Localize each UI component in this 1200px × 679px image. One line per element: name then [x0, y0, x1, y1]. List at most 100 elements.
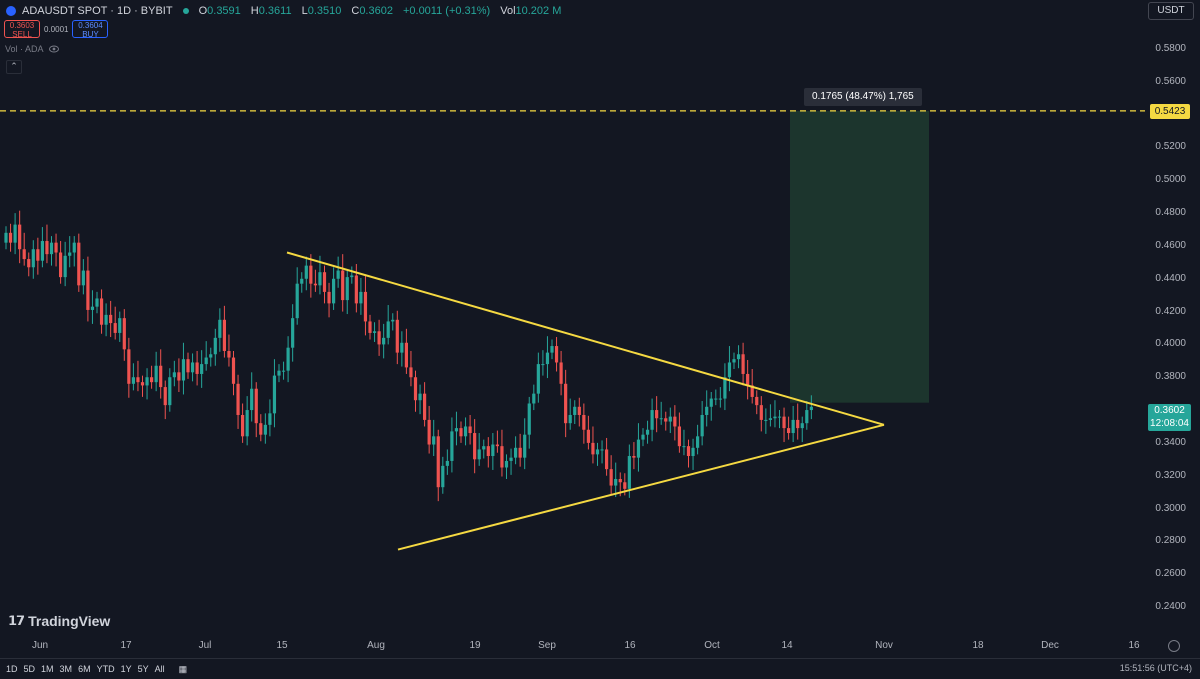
candle-body — [363, 291, 368, 322]
candle-body — [168, 377, 172, 406]
buy-button[interactable]: 0.3604 BUY — [72, 20, 109, 38]
range-all[interactable]: All — [154, 664, 165, 674]
bearish-candle — [554, 337, 559, 372]
eye-icon[interactable] — [48, 45, 59, 53]
candle-body — [218, 319, 222, 338]
range-1d[interactable]: 1D — [6, 664, 18, 674]
tradingview-logo[interactable]: 𝟭𝟳 TradingView — [8, 613, 110, 629]
bearish-candle — [195, 350, 199, 386]
candle-body — [682, 446, 686, 448]
bearish-candle — [140, 375, 145, 397]
bullish-candle — [764, 408, 768, 434]
bullish-candle — [691, 438, 695, 470]
sell-button[interactable]: 0.3603 SELL — [4, 20, 40, 38]
clock[interactable]: 15:51:56 (UTC+4) — [1119, 663, 1192, 673]
bullish-candle — [118, 311, 122, 342]
bearish-candle — [459, 421, 463, 443]
candle-body — [386, 321, 390, 338]
price-chart[interactable] — [0, 0, 1145, 635]
bullish-candle — [4, 226, 8, 250]
candle-body — [413, 377, 418, 401]
candle-body — [787, 428, 791, 434]
bearish-candle — [564, 369, 568, 438]
candle-body — [22, 249, 26, 260]
candle-body — [145, 377, 149, 386]
candle-body — [545, 352, 550, 365]
candle-body — [573, 406, 577, 415]
cardano-logo-icon — [6, 6, 16, 16]
bullish-candle — [541, 350, 545, 376]
range-1y[interactable]: 1Y — [120, 664, 132, 674]
volume-indicator-legend[interactable]: Vol · ADA — [5, 44, 59, 54]
bearish-candle — [609, 455, 613, 495]
bullish-candle — [250, 372, 254, 422]
candle-body — [514, 447, 518, 458]
candle-body — [650, 410, 654, 430]
candle-body — [163, 387, 167, 406]
candle-body — [131, 377, 135, 384]
bearish-candle — [236, 374, 240, 429]
bullish-candle — [491, 433, 495, 470]
candle-body — [86, 270, 90, 310]
time-axis[interactable]: Jun 17 Jul 15 Aug 19 Sep 16 Oct 14 Nov 18 Dec 16 — [0, 635, 1145, 655]
bearish-candle — [313, 269, 317, 292]
candle-body — [31, 249, 35, 268]
candle-body — [527, 403, 531, 435]
candle-body — [177, 372, 181, 381]
bullish-candle — [709, 392, 713, 421]
candle-body — [623, 482, 627, 489]
bullish-candle — [68, 236, 72, 268]
symbol-legend[interactable]: ADAUSDT SPOT · 1D · BYBIT O0.3591 H0.361… — [6, 2, 565, 20]
time-tick-label: 16 — [624, 640, 636, 651]
bullish-candle — [441, 456, 445, 494]
trade-buttons: 0.3603 SELL 0.0001 0.3604 BUY — [4, 20, 109, 38]
bullish-candle — [527, 396, 531, 449]
candle-body — [609, 469, 613, 486]
time-tick-label: Dec — [1041, 640, 1059, 651]
bullish-candle — [350, 266, 354, 284]
price-tick-label: 0.3400 — [1155, 436, 1186, 448]
candle-body — [691, 447, 695, 457]
candle-body — [150, 377, 154, 383]
price-axis[interactable]: 0.5800 0.5600 0.5200 0.5000 0.4800 0.4600 0.44… — [1145, 0, 1200, 635]
time-tick-label: 17 — [120, 640, 132, 651]
range-1m[interactable]: 1M — [41, 664, 54, 674]
bearish-candle — [677, 412, 681, 453]
candle-body — [473, 433, 477, 460]
range-ytd[interactable]: YTD — [96, 664, 115, 674]
candle-body — [809, 406, 813, 411]
calendar-icon[interactable]: ▦ — [178, 663, 188, 674]
range-3m[interactable]: 3M — [59, 664, 73, 674]
bullish-candle — [13, 213, 17, 255]
candle-body — [782, 416, 786, 429]
bullish-candle — [714, 389, 718, 406]
bearish-candle — [36, 237, 40, 275]
collapse-legend-button[interactable]: ⌃ — [6, 60, 22, 74]
ohlc-close: C0.3602 — [351, 5, 393, 17]
axis-settings-icon[interactable] — [1168, 640, 1180, 652]
candle-body — [618, 478, 622, 483]
bullish-candle — [277, 364, 281, 383]
candle-body — [263, 424, 267, 435]
range-6m[interactable]: 6M — [78, 664, 91, 674]
symbol-title[interactable]: ADAUSDT SPOT · 1D · BYBIT — [22, 5, 173, 17]
bearish-candle — [59, 241, 63, 284]
candle-body — [564, 383, 568, 424]
candle-body — [404, 342, 408, 368]
price-tick-label: 0.4600 — [1155, 239, 1186, 251]
range-5y[interactable]: 5Y — [137, 664, 149, 674]
bearish-candle — [222, 305, 226, 358]
bearish-candle — [177, 358, 181, 393]
price-tick-label: 0.3800 — [1155, 371, 1186, 383]
range-5d[interactable]: 5D — [23, 664, 36, 674]
bullish-candle — [700, 401, 704, 446]
candle-body — [777, 416, 782, 418]
bullish-candle — [718, 387, 722, 408]
candle-body — [281, 370, 286, 372]
currency-selector[interactable]: USDT — [1148, 2, 1194, 20]
bullish-candle — [359, 277, 363, 315]
bullish-candle — [31, 240, 35, 279]
candle-body — [372, 331, 377, 333]
candle-body — [700, 414, 704, 437]
candle-body — [268, 413, 272, 425]
